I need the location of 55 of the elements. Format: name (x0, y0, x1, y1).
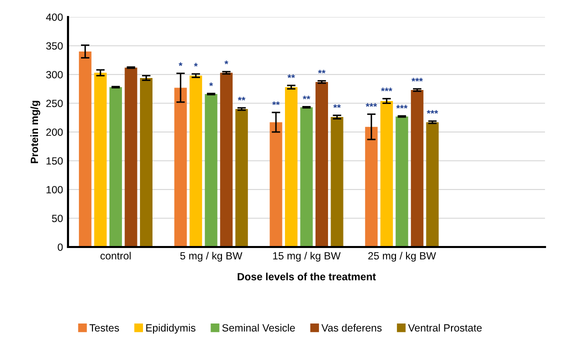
data-label: *** (366, 103, 378, 107)
data-label: ** (333, 104, 341, 108)
bar (78, 52, 92, 247)
bar (220, 72, 233, 247)
data-label: * (209, 82, 213, 86)
bar (396, 116, 408, 247)
data-label: *** (396, 104, 408, 109)
legend-label: Ventral Prostate (408, 324, 482, 332)
y-tick-label: 350 (46, 42, 63, 50)
y-tick-label: 100 (46, 186, 63, 194)
y-tick-label: 0 (58, 244, 63, 251)
bar (300, 107, 313, 247)
y-tick-label: 300 (46, 71, 63, 78)
bar (410, 90, 424, 247)
y-axis-title: Protein mg/g (30, 100, 40, 164)
bar (330, 117, 344, 247)
legend-label: Seminal Vesicle (222, 324, 295, 332)
data-label: ** (302, 96, 310, 100)
y-tick-label: 50 (52, 214, 63, 222)
bar (109, 87, 122, 247)
data-label: * (178, 62, 182, 66)
bar (94, 72, 107, 247)
data-label: ** (238, 96, 246, 100)
legend-label: Testes (90, 324, 119, 332)
bar (365, 126, 378, 247)
x-tick-label: 5 mg / kg BW (180, 252, 242, 262)
bar (284, 87, 298, 247)
bar (204, 94, 218, 247)
data-label: * (224, 60, 228, 64)
bar (190, 76, 202, 247)
bar (316, 82, 328, 247)
data-label: * (194, 62, 198, 67)
data-label: *** (426, 110, 438, 114)
data-label: ** (318, 70, 326, 74)
legend-label: Epididymis (146, 324, 196, 334)
bar (426, 122, 439, 247)
x-tick-label: 25 mg / kg BW (368, 252, 436, 262)
bar (380, 100, 393, 247)
x-tick-label: 15 mg / kg BW (273, 252, 341, 262)
y-tick-label: 250 (46, 100, 63, 108)
bar (140, 78, 152, 247)
y-tick-label: 150 (46, 157, 63, 165)
data-label: *** (412, 78, 423, 82)
y-tick-label: 200 (46, 128, 63, 136)
bar (124, 68, 138, 247)
data-label: ** (287, 74, 296, 78)
y-tick-label: 400 (46, 14, 63, 21)
legend-label: Vas deferens (321, 324, 382, 332)
data-label: ** (272, 101, 280, 106)
data-label: *** (380, 88, 392, 92)
bar (235, 109, 248, 247)
bar (270, 122, 282, 247)
x-tick-label: control (100, 252, 131, 260)
x-axis-title: Dose levels of the treatment (238, 272, 376, 280)
bar (174, 88, 187, 247)
